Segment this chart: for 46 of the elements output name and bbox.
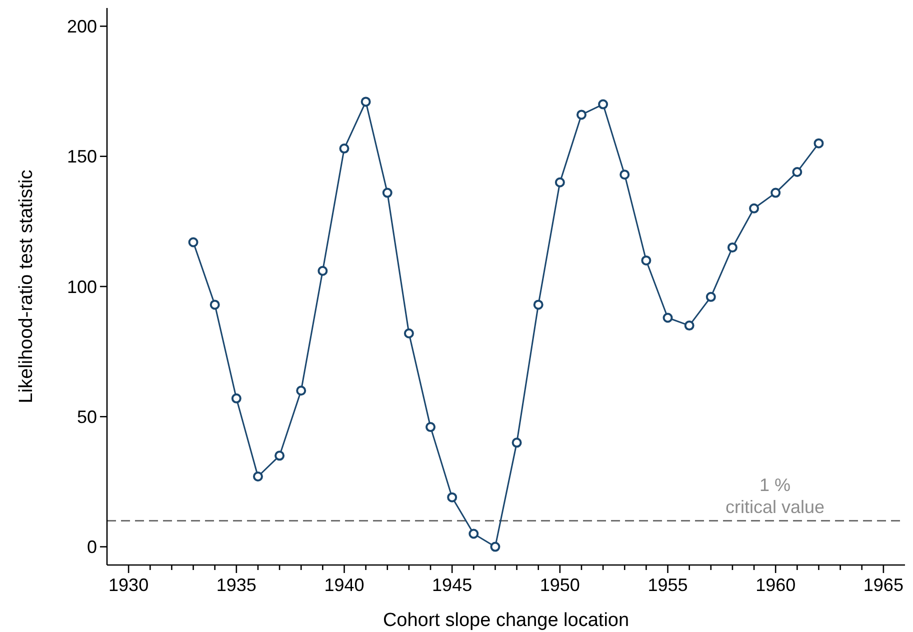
x-tick-label: 1930 (108, 575, 149, 595)
annotation: 1 % critical value (725, 474, 825, 517)
point (512, 438, 522, 448)
point (252, 472, 263, 482)
x-tick-label: 1960 (756, 575, 796, 595)
point (533, 300, 544, 310)
x-tick-label: 1945 (432, 575, 472, 595)
point (770, 188, 781, 198)
point (231, 393, 242, 404)
x-tick-label: 1955 (648, 575, 688, 595)
point (576, 110, 586, 120)
point (490, 542, 500, 552)
x-tick-label: 1935 (216, 575, 256, 595)
point (360, 96, 371, 107)
point (426, 422, 436, 432)
point (814, 138, 824, 148)
point (620, 170, 630, 180)
y-tick-label: 100 (66, 276, 97, 297)
point (792, 166, 802, 177)
y-tick-label: 0 (86, 537, 97, 558)
point (404, 328, 414, 338)
point (188, 237, 198, 248)
y-tick-label: 200 (66, 16, 97, 37)
point (274, 450, 285, 461)
point (554, 177, 565, 188)
point (662, 312, 673, 323)
x-tick-label: 1940 (324, 575, 364, 595)
point (318, 266, 328, 276)
x-tick-label: 1950 (540, 575, 580, 595)
point (706, 292, 716, 302)
point (727, 242, 738, 252)
y-axis-title: Likelihood-ratio test statistic (16, 170, 37, 404)
y-tick-label: 150 (66, 146, 97, 167)
point (641, 255, 652, 266)
x-tick-label: 1965 (863, 575, 904, 595)
point (339, 144, 350, 154)
y-tick-label: 50 (76, 406, 97, 427)
point (210, 300, 220, 310)
point (382, 188, 392, 198)
point (749, 203, 760, 214)
point (684, 320, 694, 331)
x-axis-title: Cohort slope change location (382, 610, 630, 631)
point (296, 386, 306, 396)
point (468, 528, 479, 539)
point (447, 492, 458, 502)
point (598, 99, 608, 110)
